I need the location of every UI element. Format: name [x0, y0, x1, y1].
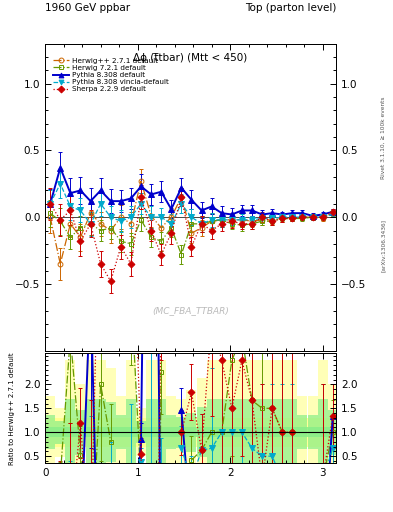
Text: Δϕ (t̅tbar) (Mtt < 450): Δϕ (t̅tbar) (Mtt < 450)	[134, 53, 248, 63]
Legend: Herwig++ 2.7.1 default, Herwig 7.2.1 default, Pythia 8.308 default, Pythia 8.308: Herwig++ 2.7.1 default, Herwig 7.2.1 def…	[52, 56, 170, 94]
Text: [arXiv:1306.3436]: [arXiv:1306.3436]	[381, 219, 386, 272]
Bar	[45, 428, 336, 437]
Text: Rivet 3.1.10, ≥ 100k events: Rivet 3.1.10, ≥ 100k events	[381, 97, 386, 180]
Text: Top (parton level): Top (parton level)	[244, 3, 336, 13]
Text: (MC_FBA_TTBAR): (MC_FBA_TTBAR)	[152, 306, 229, 315]
Bar	[45, 418, 336, 446]
Y-axis label: Ratio to Herwig++ 2.7.1 default: Ratio to Herwig++ 2.7.1 default	[9, 352, 15, 464]
Text: 1960 GeV ppbar: 1960 GeV ppbar	[45, 3, 130, 13]
